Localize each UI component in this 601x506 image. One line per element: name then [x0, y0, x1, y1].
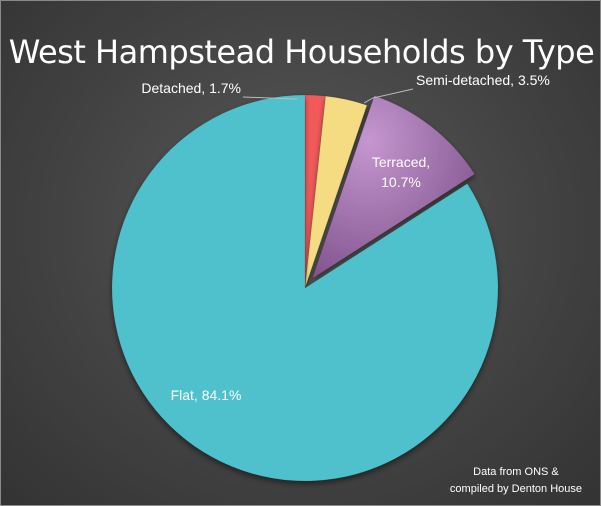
- slice-label-terraced: Terraced, 10.7%: [372, 154, 430, 190]
- slice-label-line: Terraced,: [372, 154, 430, 170]
- pie-slice-flat: [111, 94, 499, 482]
- pie-slice-terraced: [311, 95, 476, 280]
- source-note-line-2: compiled by Denton House: [449, 483, 582, 495]
- slice-label-semi-detached: Semi-detached, 3.5%: [416, 72, 550, 88]
- slice-label-detached: Detached, 1.7%: [141, 80, 241, 96]
- slice-label-line: 10.7%: [381, 174, 421, 190]
- leaders-layer: [242, 88, 414, 104]
- pie-slice-semi-detached: [304, 95, 368, 289]
- source-note-line-1: Data from ONS &: [473, 466, 559, 478]
- leader-line-semi-detached: [363, 88, 414, 104]
- slices-layer: [111, 94, 499, 482]
- source-note: Data from ONS & compiled by Denton House: [450, 464, 582, 498]
- chart-title: West Hampstead Households by Type: [8, 33, 595, 71]
- slice-label-flat: Flat, 84.1%: [171, 387, 242, 403]
- leader-line-detached: [242, 96, 298, 100]
- labels-layer: Detached, 1.7% Semi-detached, 3.5% Terrace…: [141, 72, 549, 403]
